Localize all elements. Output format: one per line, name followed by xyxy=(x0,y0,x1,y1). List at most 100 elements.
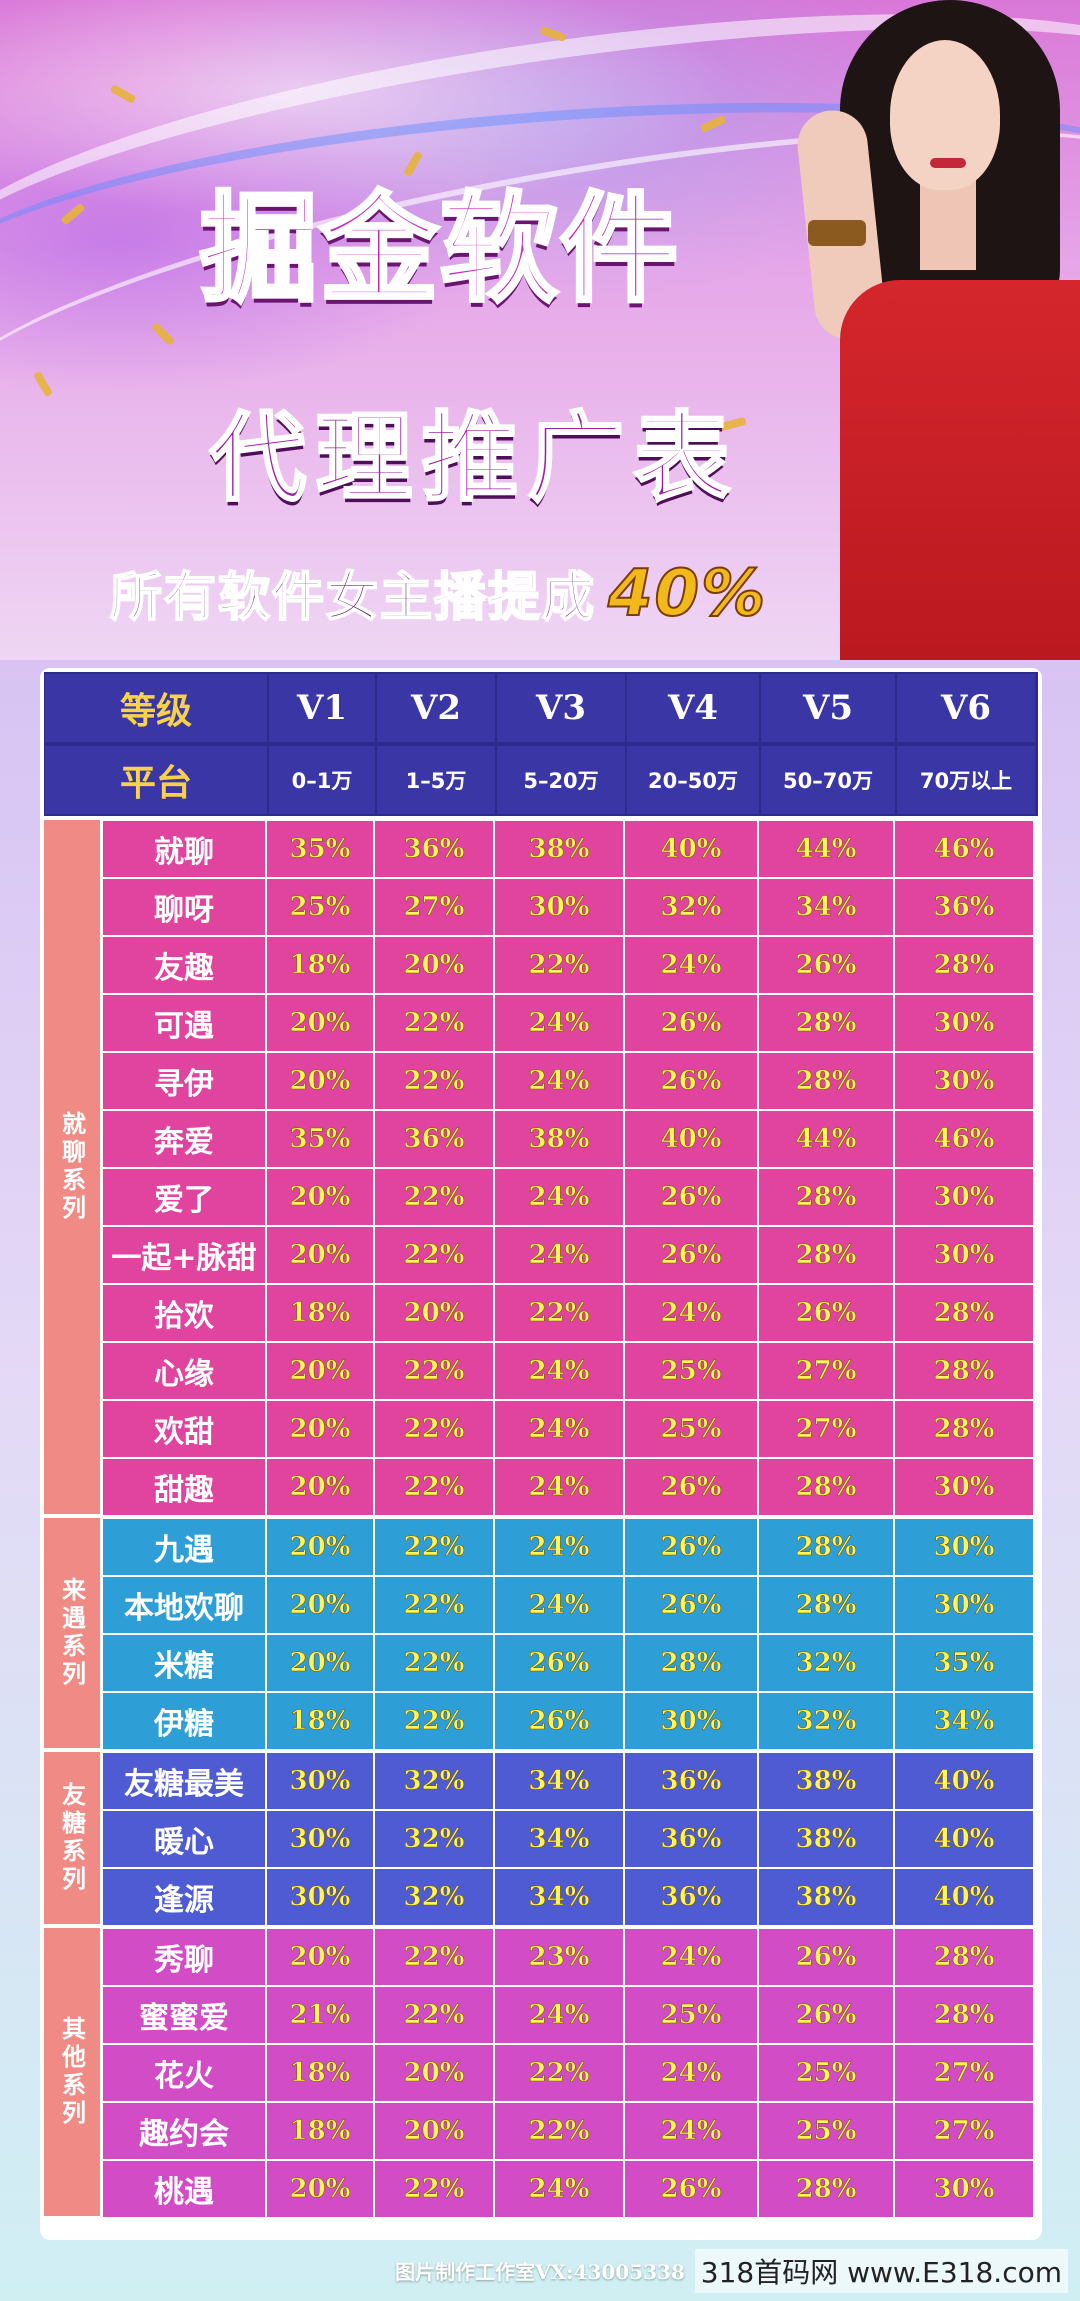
commission-cell: 20% xyxy=(267,1929,373,1985)
commission-percent: 40% xyxy=(607,556,768,632)
table-row: 爱了 20% 22% 24% 26% 28% 30% xyxy=(102,1168,1038,1226)
commission-cell: 32% xyxy=(375,1811,493,1867)
level-header: V1 xyxy=(269,674,375,742)
commission-cell: 20% xyxy=(267,995,373,1051)
app-name: 欢甜 xyxy=(103,1401,265,1457)
app-name: 趣约会 xyxy=(103,2103,265,2159)
commission-cell: 36% xyxy=(375,1111,493,1167)
commission-cell: 36% xyxy=(625,1811,757,1867)
table-row: 甜趣 20% 22% 24% 26% 28% 30% xyxy=(102,1458,1038,1516)
commission-cell: 44% xyxy=(759,1111,893,1167)
commission-cell: 32% xyxy=(759,1693,893,1749)
level-header: V4 xyxy=(627,674,759,742)
commission-cell: 26% xyxy=(625,1053,757,1109)
table-row: 伊糖 18% 22% 26% 30% 32% 34% xyxy=(102,1692,1038,1750)
table-row: 蜜蜜爱 21% 22% 24% 25% 26% 28% xyxy=(102,1986,1038,2044)
series-group: 其他系列 秀聊 20% 22% 23% 24% 26% 28% 蜜蜜爱 21% 22% 24% 25% 2… xyxy=(44,1928,1038,2218)
table-row: 米糖 20% 22% 26% 28% 32% 35% xyxy=(102,1634,1038,1692)
commission-cell: 26% xyxy=(625,995,757,1051)
commission-cell: 26% xyxy=(625,2161,757,2217)
commission-cell: 28% xyxy=(895,1285,1033,1341)
commission-cell: 35% xyxy=(267,1111,373,1167)
commission-cell: 22% xyxy=(375,1987,493,2043)
credit-text: 图片制作工作室VX:43005338 xyxy=(395,2260,685,2284)
range-header: 20–50万 xyxy=(627,746,759,814)
commission-cell: 18% xyxy=(267,1285,373,1341)
commission-cell: 28% xyxy=(895,1929,1033,1985)
app-name: 奔爱 xyxy=(103,1111,265,1167)
hero-banner: 掘金软件 代理推广表 所有软件女主播提成 40% xyxy=(0,0,1080,660)
commission-cell: 24% xyxy=(495,1577,623,1633)
commission-cell: 32% xyxy=(375,1869,493,1925)
commission-cell: 26% xyxy=(625,1459,757,1515)
commission-cell: 26% xyxy=(625,1577,757,1633)
range-header: 50–70万 xyxy=(761,746,895,814)
table-row: 逢源 30% 32% 34% 36% 38% 40% xyxy=(102,1868,1038,1926)
table-row: 秀聊 20% 22% 23% 24% 26% 28% xyxy=(102,1928,1038,1986)
commission-cell: 38% xyxy=(495,821,623,877)
commission-cell: 22% xyxy=(495,937,623,993)
app-name: 爱了 xyxy=(103,1169,265,1225)
commission-cell: 25% xyxy=(625,1343,757,1399)
commission-cell: 22% xyxy=(375,1053,493,1109)
commission-cell: 24% xyxy=(495,1519,623,1575)
commission-cell: 38% xyxy=(495,1111,623,1167)
commission-cell: 22% xyxy=(375,1401,493,1457)
model-photo xyxy=(794,0,1080,660)
commission-cell: 28% xyxy=(625,1635,757,1691)
table-row: 花火 18% 20% 22% 24% 25% 27% xyxy=(102,2044,1038,2102)
commission-cell: 24% xyxy=(495,1053,623,1109)
commission-cell: 22% xyxy=(375,1169,493,1225)
commission-cell: 34% xyxy=(495,1753,623,1809)
commission-cell: 24% xyxy=(495,1343,623,1399)
commission-cell: 38% xyxy=(759,1753,893,1809)
app-name: 九遇 xyxy=(103,1519,265,1575)
series-label: 其他系列 xyxy=(44,1928,100,2216)
commission-cell: 26% xyxy=(759,937,893,993)
commission-cell: 25% xyxy=(625,1987,757,2043)
commission-cell: 24% xyxy=(495,995,623,1051)
commission-cell: 40% xyxy=(625,821,757,877)
commission-cell: 28% xyxy=(759,1053,893,1109)
commission-cell: 18% xyxy=(267,2045,373,2101)
commission-cell: 20% xyxy=(375,2045,493,2101)
commission-cell: 27% xyxy=(759,1343,893,1399)
commission-cell: 20% xyxy=(267,1519,373,1575)
commission-cell: 27% xyxy=(759,1401,893,1457)
commission-cell: 30% xyxy=(895,1459,1033,1515)
app-name: 蜜蜜爱 xyxy=(103,1987,265,2043)
commission-cell: 24% xyxy=(495,1987,623,2043)
table-row: 一起+脉甜 20% 22% 24% 26% 28% 30% xyxy=(102,1226,1038,1284)
commission-cell: 24% xyxy=(625,2103,757,2159)
commission-cell: 35% xyxy=(895,1635,1033,1691)
level-header: V5 xyxy=(761,674,895,742)
table-row: 聊呀 25% 27% 30% 32% 34% 36% xyxy=(102,878,1038,936)
commission-cell: 40% xyxy=(895,1811,1033,1867)
commission-cell: 34% xyxy=(495,1869,623,1925)
series-label: 就聊系列 xyxy=(44,820,100,1514)
table-row: 可遇 20% 22% 24% 26% 28% 30% xyxy=(102,994,1038,1052)
commission-cell: 28% xyxy=(895,1401,1033,1457)
level-header: V3 xyxy=(497,674,625,742)
commission-cell: 24% xyxy=(625,1285,757,1341)
commission-cell: 28% xyxy=(895,937,1033,993)
commission-cell: 24% xyxy=(495,2161,623,2217)
commission-cell: 30% xyxy=(895,1519,1033,1575)
app-name: 拾欢 xyxy=(103,1285,265,1341)
commission-cell: 28% xyxy=(895,1343,1033,1399)
page-subtitle-title: 代理推广表 xyxy=(209,401,740,514)
app-name: 聊呀 xyxy=(103,879,265,935)
table-row: 桃遇 20% 22% 24% 26% 28% 30% xyxy=(102,2160,1038,2218)
app-name: 心缘 xyxy=(103,1343,265,1399)
commission-cell: 46% xyxy=(895,821,1033,877)
commission-cell: 22% xyxy=(375,1577,493,1633)
series-group: 来遇系列 九遇 20% 22% 24% 26% 28% 30% 本地欢聊 20% 22% 24% 26%… xyxy=(44,1518,1038,1750)
commission-cell: 26% xyxy=(625,1227,757,1283)
app-name: 桃遇 xyxy=(103,2161,265,2217)
commission-headline: 所有软件女主播提成 40% xyxy=(109,555,1010,632)
commission-cell: 30% xyxy=(895,995,1033,1051)
app-name: 暖心 xyxy=(103,1811,265,1867)
commission-cell: 23% xyxy=(495,1929,623,1985)
commission-cell: 22% xyxy=(495,1285,623,1341)
commission-cell: 28% xyxy=(759,1227,893,1283)
